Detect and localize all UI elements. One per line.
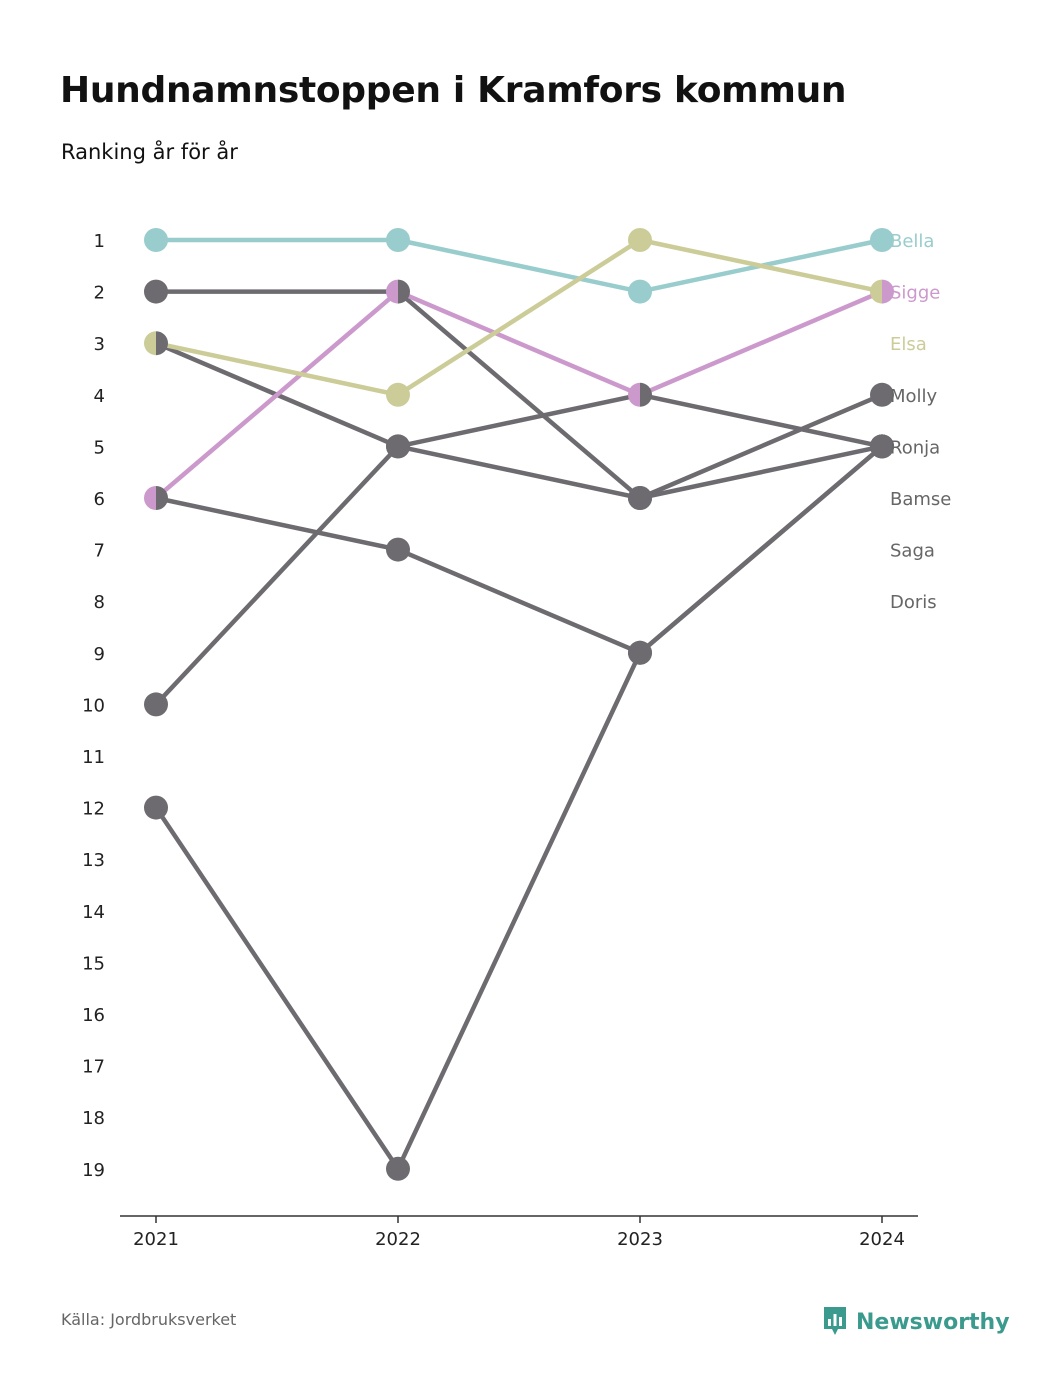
series-point-sigge	[144, 486, 156, 510]
series-point-elsa	[628, 228, 652, 252]
series-label-doris: Doris	[890, 592, 937, 613]
series-point-sigge	[628, 382, 640, 407]
series-point-doris	[870, 434, 894, 459]
series-line-bella	[156, 237, 883, 294]
series-line-sigge	[154, 289, 883, 500]
series-point-bella	[628, 279, 652, 304]
series-line-ronja	[156, 289, 883, 501]
series-point-bella	[386, 228, 410, 252]
y-tick-label: 14	[82, 902, 105, 923]
x-tick-label: 2022	[375, 1229, 421, 1250]
y-tick-label: 17	[82, 1057, 105, 1078]
series-point-saga	[386, 537, 410, 562]
y-tick-label: 18	[82, 1108, 105, 1129]
series-point-ronja	[628, 486, 652, 510]
series-point-elsa	[144, 331, 156, 356]
series-points	[144, 228, 894, 1181]
series-label-sigge: Sigge	[890, 283, 940, 304]
y-tick-label: 10	[82, 695, 105, 716]
y-tick-label: 1	[94, 231, 105, 252]
series-point-doris	[386, 1156, 410, 1181]
series-label-elsa: Elsa	[890, 334, 927, 355]
x-tick-label: 2023	[617, 1229, 663, 1250]
y-tick-label: 5	[94, 437, 105, 458]
y-tick-label: 2	[94, 283, 105, 304]
brand-logo: Newsworthy	[822, 1305, 1010, 1339]
series-line-doris	[154, 444, 884, 1172]
y-tick-label: 7	[94, 541, 105, 562]
series-point-ronja	[398, 279, 410, 304]
series-point-molly	[870, 382, 894, 407]
series-point-elsa	[870, 279, 882, 304]
series-line-molly	[154, 392, 883, 706]
series-point-molly	[144, 692, 168, 717]
chart-title: Hundnamnstoppen i Kramfors kommun	[60, 70, 847, 111]
y-tick-label: 15	[82, 953, 105, 974]
series-label-saga: Saga	[890, 541, 935, 562]
y-tick-label: 11	[82, 747, 105, 768]
series-point-doris	[628, 640, 652, 665]
series-label-molly: Molly	[890, 386, 938, 407]
series-point-bamse	[386, 434, 410, 459]
y-tick-label: 8	[94, 592, 105, 613]
chart-subtitle: Ranking år för år	[61, 140, 238, 164]
y-tick-label: 6	[94, 489, 105, 510]
series-point-bella	[144, 228, 168, 252]
series-point-saga	[156, 486, 168, 510]
series-point-bamse	[640, 382, 652, 407]
y-tick-label: 13	[82, 850, 105, 871]
series-line-saga	[155, 444, 884, 656]
series-point-ronja	[144, 279, 168, 304]
series-point-bamse	[156, 331, 168, 356]
x-tick-label: 2021	[133, 1229, 179, 1250]
bar-chart-icon	[824, 1307, 846, 1335]
brand-name: Newsworthy	[856, 1309, 1010, 1335]
series-label-ronja: Ronja	[890, 437, 940, 458]
series-line-elsa	[155, 237, 883, 398]
series-label-bella: Bella	[890, 231, 934, 252]
series-point-sigge	[386, 279, 398, 304]
series-point-doris	[144, 795, 168, 820]
y-tick-label: 16	[82, 1005, 105, 1026]
series-label-bamse: Bamse	[890, 489, 951, 510]
y-tick-label: 3	[94, 334, 105, 355]
series-lines	[154, 237, 884, 1172]
series-point-bella	[870, 228, 894, 252]
source-note: Källa: Jordbruksverket	[61, 1310, 237, 1329]
y-tick-label: 4	[94, 386, 105, 407]
x-tick-label: 2024	[859, 1229, 905, 1250]
y-tick-label: 19	[82, 1160, 105, 1181]
series-point-sigge	[882, 279, 894, 304]
y-tick-label: 12	[82, 799, 105, 820]
series-point-elsa	[386, 382, 410, 407]
y-tick-label: 9	[94, 644, 105, 665]
